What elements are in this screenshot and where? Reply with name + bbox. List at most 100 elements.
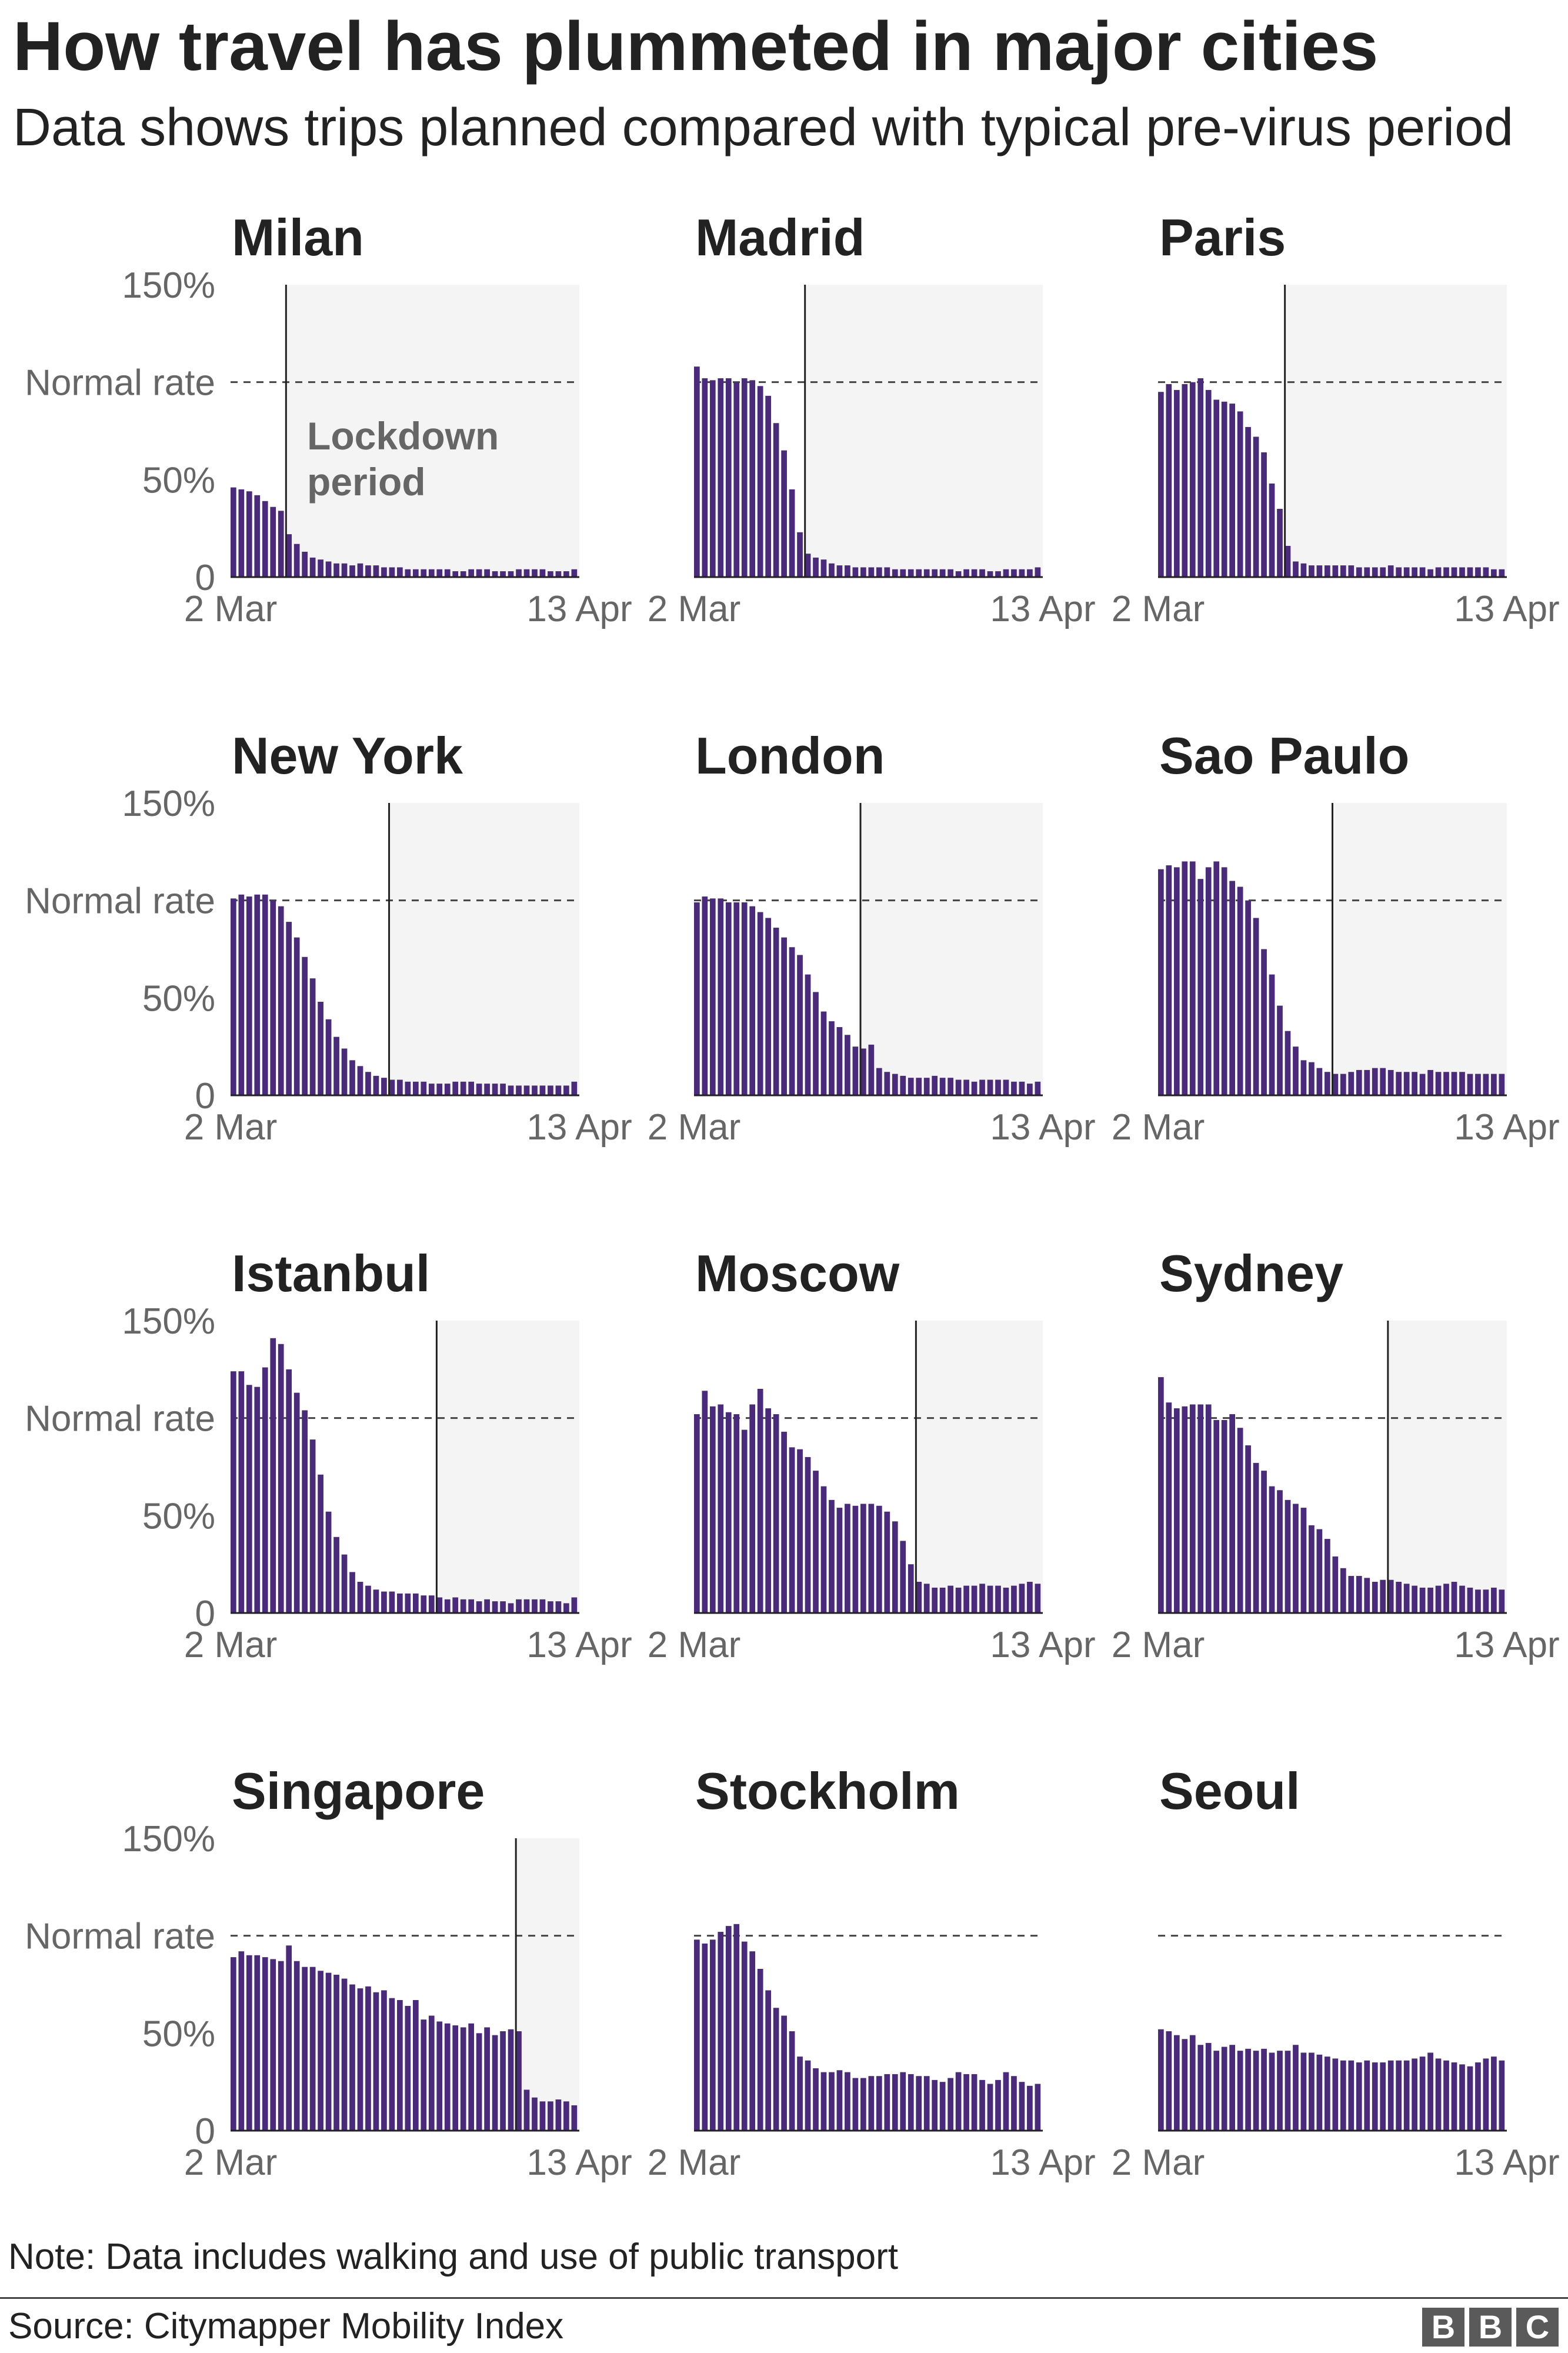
bar-sao-paulo — [1403, 1072, 1410, 1095]
bar-stockholm — [789, 2031, 795, 2131]
bar-milan — [231, 487, 236, 577]
bar-london — [718, 898, 724, 1095]
bar-seoul — [1475, 2062, 1481, 2131]
bar-sydney — [1213, 1419, 1220, 1613]
bar-madrid — [860, 567, 866, 577]
bar-sydney — [1459, 1585, 1465, 1613]
bar-stockholm — [797, 2057, 803, 2131]
bar-sydney — [1427, 1587, 1433, 1613]
bar-moscow — [995, 1585, 1001, 1613]
bar-stockholm — [694, 1939, 700, 2131]
bar-paris — [1427, 569, 1433, 577]
bar-singapore — [516, 2031, 522, 2131]
bar-paris — [1435, 567, 1442, 577]
bar-london — [805, 974, 811, 1095]
bar-new-york — [318, 1001, 323, 1095]
bar-madrid — [741, 378, 748, 577]
bar-milan — [508, 571, 514, 577]
bar-sydney — [1309, 1525, 1315, 1613]
bar-singapore — [563, 2101, 569, 2131]
bar-istanbul — [373, 1589, 379, 1613]
bar-new-york — [412, 1081, 419, 1095]
bar-seoul — [1205, 2042, 1212, 2131]
bar-moscow — [860, 1504, 866, 1613]
bar-sao-paulo — [1277, 1005, 1283, 1095]
bar-milan — [293, 544, 300, 577]
bar-madrid — [868, 567, 875, 577]
bar-stockholm — [1027, 2085, 1033, 2131]
bar-paris — [1166, 384, 1172, 577]
bar-paris — [1451, 567, 1457, 577]
bar-stockholm — [749, 1951, 756, 2131]
bar-istanbul — [476, 1601, 482, 1613]
bar-new-york — [325, 1019, 332, 1095]
bar-singapore — [389, 1998, 395, 2131]
bar-seoul — [1380, 2062, 1386, 2131]
bar-seoul — [1491, 2057, 1497, 2131]
bar-stockholm — [987, 2084, 993, 2131]
bar-seoul — [1245, 2048, 1251, 2131]
bar-milan — [492, 571, 498, 577]
bar-istanbul — [468, 1599, 475, 1613]
bar-madrid — [916, 569, 922, 577]
bar-stockholm — [908, 2074, 914, 2131]
bar-singapore — [405, 2005, 411, 2131]
bar-new-york — [333, 1036, 339, 1095]
bar-london — [1011, 1081, 1017, 1095]
bar-singapore — [381, 1990, 387, 2131]
y-tick-label: 50% — [142, 460, 215, 501]
bar-sydney — [1443, 1584, 1449, 1613]
bar-madrid — [1035, 567, 1041, 577]
bar-sao-paulo — [1173, 867, 1180, 1095]
bar-madrid — [892, 569, 898, 577]
y-tick-label: 0 — [195, 1594, 215, 1634]
bar-new-york — [286, 922, 292, 1095]
x-tick-end-stockholm: 13 Apr — [990, 2142, 1095, 2183]
bar-moscow — [916, 1581, 922, 1613]
x-tick-start-new-york: 2 Mar — [184, 1107, 277, 1148]
bar-singapore — [476, 2033, 482, 2131]
bar-madrid — [765, 395, 771, 577]
bar-moscow — [1011, 1585, 1017, 1613]
bar-sao-paulo — [1221, 867, 1227, 1095]
bar-paris — [1173, 389, 1180, 577]
city-title-london: London — [695, 726, 885, 785]
bar-sydney — [1356, 1576, 1362, 1613]
y-tick-label: Normal rate — [25, 1399, 215, 1439]
bar-singapore — [428, 2015, 435, 2131]
bar-istanbul — [516, 1599, 522, 1613]
bar-moscow — [900, 1541, 906, 1613]
bbc-logo: B B C — [1422, 2308, 1559, 2347]
bar-sao-paulo — [1285, 1031, 1291, 1095]
bar-london — [995, 1079, 1001, 1095]
bar-istanbul — [270, 1338, 276, 1613]
bar-moscow — [789, 1447, 795, 1613]
bar-istanbul — [523, 1599, 530, 1613]
bar-new-york — [500, 1084, 506, 1095]
bar-seoul — [1197, 2045, 1204, 2131]
bar-moscow — [805, 1457, 811, 1613]
city-title-stockholm: Stockholm — [695, 1762, 960, 1820]
city-title-seoul: Seoul — [1159, 1762, 1300, 1820]
x-tick-end-madrid: 13 Apr — [990, 589, 1095, 629]
bar-london — [892, 1074, 898, 1095]
bar-istanbul — [365, 1585, 371, 1613]
bar-new-york — [254, 894, 261, 1095]
y-tick-label: Normal rate — [25, 881, 215, 922]
bar-paris — [1205, 389, 1212, 577]
bar-madrid — [1019, 569, 1025, 577]
bar-london — [702, 896, 708, 1095]
bar-new-york — [238, 894, 245, 1095]
bar-milan — [548, 571, 553, 577]
lockdown-shade-london — [860, 803, 1043, 1095]
bar-moscow — [948, 1585, 953, 1613]
bar-singapore — [460, 2027, 466, 2131]
bar-singapore — [571, 2105, 578, 2131]
bar-madrid — [948, 569, 953, 577]
bar-seoul — [1332, 2058, 1339, 2131]
bar-moscow — [923, 1584, 930, 1613]
chart-title: How travel has plummeted in major cities — [13, 8, 1379, 85]
bar-milan — [309, 557, 316, 577]
bar-milan — [428, 569, 435, 577]
